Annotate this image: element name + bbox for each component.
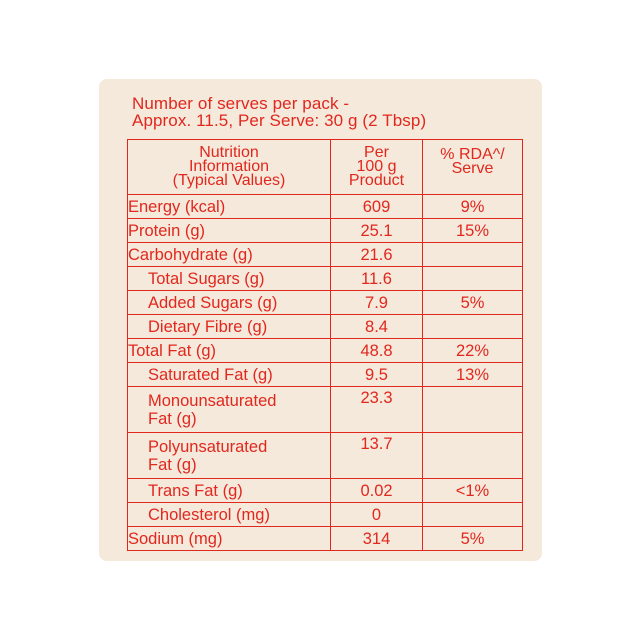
table-row-energy: Energy (kcal) 609 9% [127, 194, 523, 219]
row-label: Dietary Fibre (g) [127, 314, 331, 339]
row-rda [422, 432, 523, 479]
table-row-saturated-fat: Saturated Fat (g) 9.5 13% [127, 362, 523, 387]
table-row-cholesterol: Cholesterol (mg) 0 [127, 502, 523, 527]
table-row-total-sugars: Total Sugars (g) 11.6 [127, 266, 523, 291]
table-row-polyunsaturated-fat: Polyunsaturated Fat (g) 13.7 [127, 432, 523, 479]
row-rda: 22% [422, 338, 523, 363]
row-rda [422, 314, 523, 339]
row-label: Trans Fat (g) [127, 478, 331, 503]
row-label: Monounsaturated Fat (g) [127, 386, 331, 433]
row-per100: 609 [330, 194, 423, 219]
row-label-line-1: Monounsaturated [148, 392, 277, 410]
row-rda [422, 266, 523, 291]
serves-line-1: Number of serves per pack - [132, 94, 350, 113]
table-row-protein: Protein (g) 25.1 15% [127, 218, 523, 243]
row-rda: 5% [422, 290, 523, 315]
row-per100: 21.6 [330, 242, 423, 267]
header-col3-line-2: Serve [451, 160, 494, 177]
row-label-line-2: Fat (g) [148, 410, 197, 428]
row-per100: 23.3 [330, 386, 423, 433]
serves-line-2: Approx. 11.5, Per Serve: 30 g (2 Tbsp) [132, 111, 427, 130]
table-row-added-sugars: Added Sugars (g) 7.9 5% [127, 290, 523, 315]
row-per100: 0.02 [330, 478, 423, 503]
table-row-monounsaturated-fat: Monounsaturated Fat (g) 23.3 [127, 386, 523, 433]
serves-info: Number of serves per pack - Approx. 11.5… [132, 95, 522, 129]
nutrition-table: Nutrition Information (Typical Values) P… [127, 139, 523, 551]
row-per100: 7.9 [330, 290, 423, 315]
row-per100: 0 [330, 502, 423, 527]
row-rda [422, 242, 523, 267]
row-label: Added Sugars (g) [127, 290, 331, 315]
header-col2-line-2: 100 g [356, 158, 397, 175]
row-per100: 8.4 [330, 314, 423, 339]
header-per-100g: Per 100 g Product [330, 139, 423, 195]
header-col2-line-1: Per [364, 144, 389, 161]
row-rda [422, 386, 523, 433]
header-col1-line-3: (Typical Values) [172, 172, 286, 189]
row-label: Total Sugars (g) [127, 266, 331, 291]
row-rda: 5% [422, 526, 523, 551]
row-label: Cholesterol (mg) [127, 502, 331, 527]
row-label: Total Fat (g) [127, 338, 331, 363]
row-label-line-2: Fat (g) [148, 456, 197, 474]
row-per100: 9.5 [330, 362, 423, 387]
row-rda [422, 502, 523, 527]
header-col3-line-1: % RDA^/ [440, 146, 505, 163]
row-label: Polyunsaturated Fat (g) [127, 432, 331, 479]
header-rda-per-serve: % RDA^/ Serve [422, 139, 523, 195]
row-label-line-1: Polyunsaturated [148, 438, 268, 456]
table-row-carbohydrate: Carbohydrate (g) 21.6 [127, 242, 523, 267]
table-header-row: Nutrition Information (Typical Values) P… [127, 139, 523, 195]
header-nutrition-information: Nutrition Information (Typical Values) [127, 139, 331, 195]
row-label: Carbohydrate (g) [127, 242, 331, 267]
row-per100: 314 [330, 526, 423, 551]
row-rda: 15% [422, 218, 523, 243]
table-row-total-fat: Total Fat (g) 48.8 22% [127, 338, 523, 363]
row-label: Saturated Fat (g) [127, 362, 331, 387]
row-per100: 48.8 [330, 338, 423, 363]
table-row-trans-fat: Trans Fat (g) 0.02 <1% [127, 478, 523, 503]
header-col1-line-1: Nutrition [199, 144, 259, 161]
row-per100: 13.7 [330, 432, 423, 479]
row-rda: 13% [422, 362, 523, 387]
header-col1-line-2: Information [188, 158, 270, 175]
row-label: Protein (g) [127, 218, 331, 243]
row-label: Sodium (mg) [127, 526, 331, 551]
row-rda: 9% [422, 194, 523, 219]
table-row-sodium: Sodium (mg) 314 5% [127, 526, 523, 551]
row-rda: <1% [422, 478, 523, 503]
header-col2-line-3: Product [348, 172, 405, 189]
row-per100: 25.1 [330, 218, 423, 243]
row-label: Energy (kcal) [127, 194, 331, 219]
table-row-dietary-fibre: Dietary Fibre (g) 8.4 [127, 314, 523, 339]
row-per100: 11.6 [330, 266, 423, 291]
